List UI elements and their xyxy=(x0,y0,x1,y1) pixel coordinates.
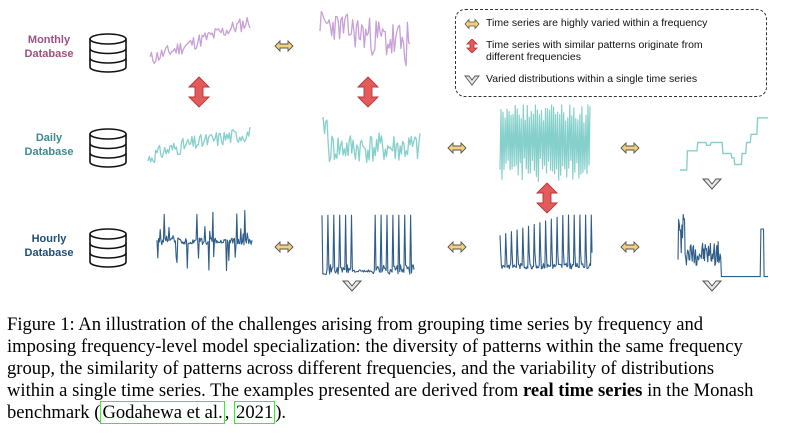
double-arrow-horizontal-icon xyxy=(274,240,294,254)
legend-item-similar-patterns: Time series with similar patterns origin… xyxy=(464,39,703,63)
legend-item-varied-within: Time series are highly varied within a f… xyxy=(464,17,707,31)
caption-line-5: benchmark (Godahewa et al., 2021). xyxy=(7,401,801,424)
double-arrow-horizontal-icon xyxy=(620,141,640,155)
monthly-database-label: Monthly Database xyxy=(14,33,84,61)
citation-link-year[interactable]: 2021 xyxy=(234,401,276,424)
caption-line-2: imposing frequency-level model specializ… xyxy=(7,336,743,357)
hourly-series-3 xyxy=(499,214,593,270)
daily-series-4 xyxy=(680,117,768,171)
chevron-down-icon xyxy=(464,75,480,86)
caption-bold: real time series xyxy=(522,380,643,401)
hourly-label-line1: Hourly xyxy=(31,233,67,245)
double-arrow-horizontal-icon xyxy=(447,240,467,254)
double-arrow-horizontal-icon xyxy=(464,18,480,30)
citation-link-authors[interactable]: Godahewa et al. xyxy=(100,401,225,424)
daily-series-3 xyxy=(499,104,591,183)
double-arrow-horizontal-icon xyxy=(274,39,294,53)
database-icon xyxy=(89,228,127,268)
double-arrow-vertical-icon xyxy=(356,76,380,108)
legend-text-2b: different frequencies xyxy=(486,51,581,63)
legend-text-3: Varied distributions within a single tim… xyxy=(486,73,698,85)
caption-line-4: within a single time series. The example… xyxy=(7,380,801,402)
hourly-series-2 xyxy=(321,214,415,275)
daily-label-line2: Database xyxy=(24,146,74,158)
monthly-series-2 xyxy=(319,10,411,67)
monthly-series-1 xyxy=(149,17,251,64)
legend-text-1: Time series are highly varied within a f… xyxy=(486,17,708,29)
hourly-series-1 xyxy=(156,209,253,272)
monthly-label-line1: Monthly xyxy=(27,34,71,46)
caption-line-4a: within a single time series. The example… xyxy=(7,380,523,401)
legend-text-2a: Time series with similar patterns origin… xyxy=(486,39,703,51)
figure-graphics xyxy=(89,10,768,292)
legend-item-varied-distributions: Varied distributions within a single tim… xyxy=(464,73,697,87)
double-arrow-horizontal-icon xyxy=(447,141,467,155)
figure-caption: Figure 1: An illustration of the challen… xyxy=(7,314,801,424)
daily-database-label: Daily Database xyxy=(14,131,84,159)
chevron-down-icon xyxy=(701,280,723,292)
hourly-database-label: Hourly Database xyxy=(14,232,84,260)
double-arrow-vertical-icon xyxy=(535,182,559,214)
caption-line-5b: ). xyxy=(275,402,287,423)
caption-line-3: group, the similarity of patterns across… xyxy=(7,358,715,379)
caption-line-5-sep: , xyxy=(224,402,235,423)
hourly-series-4 xyxy=(677,214,768,278)
daily-label-line1: Daily xyxy=(35,132,63,144)
double-arrow-vertical-icon xyxy=(466,39,478,53)
monthly-label-line2: Database xyxy=(24,48,74,60)
database-icon xyxy=(89,33,127,73)
caption-line-4b: in the Monash xyxy=(642,380,754,401)
chevron-down-icon xyxy=(701,178,723,190)
figure: Monthly Database Daily Database Hourly D… xyxy=(14,9,768,292)
chevron-down-icon xyxy=(341,280,363,292)
legend-box: Time series are highly varied within a f… xyxy=(455,9,767,97)
double-arrow-horizontal-icon xyxy=(620,240,640,254)
caption-line-5a: benchmark ( xyxy=(7,402,101,423)
caption-line-1: Figure 1: An illustration of the challen… xyxy=(7,314,704,335)
hourly-label-line2: Database xyxy=(24,247,74,259)
database-icon xyxy=(89,128,127,168)
double-arrow-vertical-icon xyxy=(187,76,211,108)
daily-series-1 xyxy=(147,127,251,164)
daily-series-2 xyxy=(322,117,421,164)
